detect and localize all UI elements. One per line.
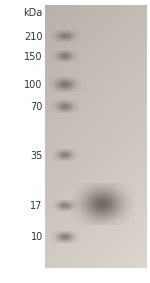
Text: 210: 210: [24, 32, 43, 42]
Text: kDa: kDa: [24, 8, 43, 18]
Text: 17: 17: [30, 201, 43, 211]
Text: 150: 150: [24, 52, 43, 62]
Text: 70: 70: [30, 102, 43, 112]
Text: 10: 10: [30, 232, 43, 242]
Text: 100: 100: [24, 80, 43, 90]
Text: 35: 35: [30, 151, 43, 161]
